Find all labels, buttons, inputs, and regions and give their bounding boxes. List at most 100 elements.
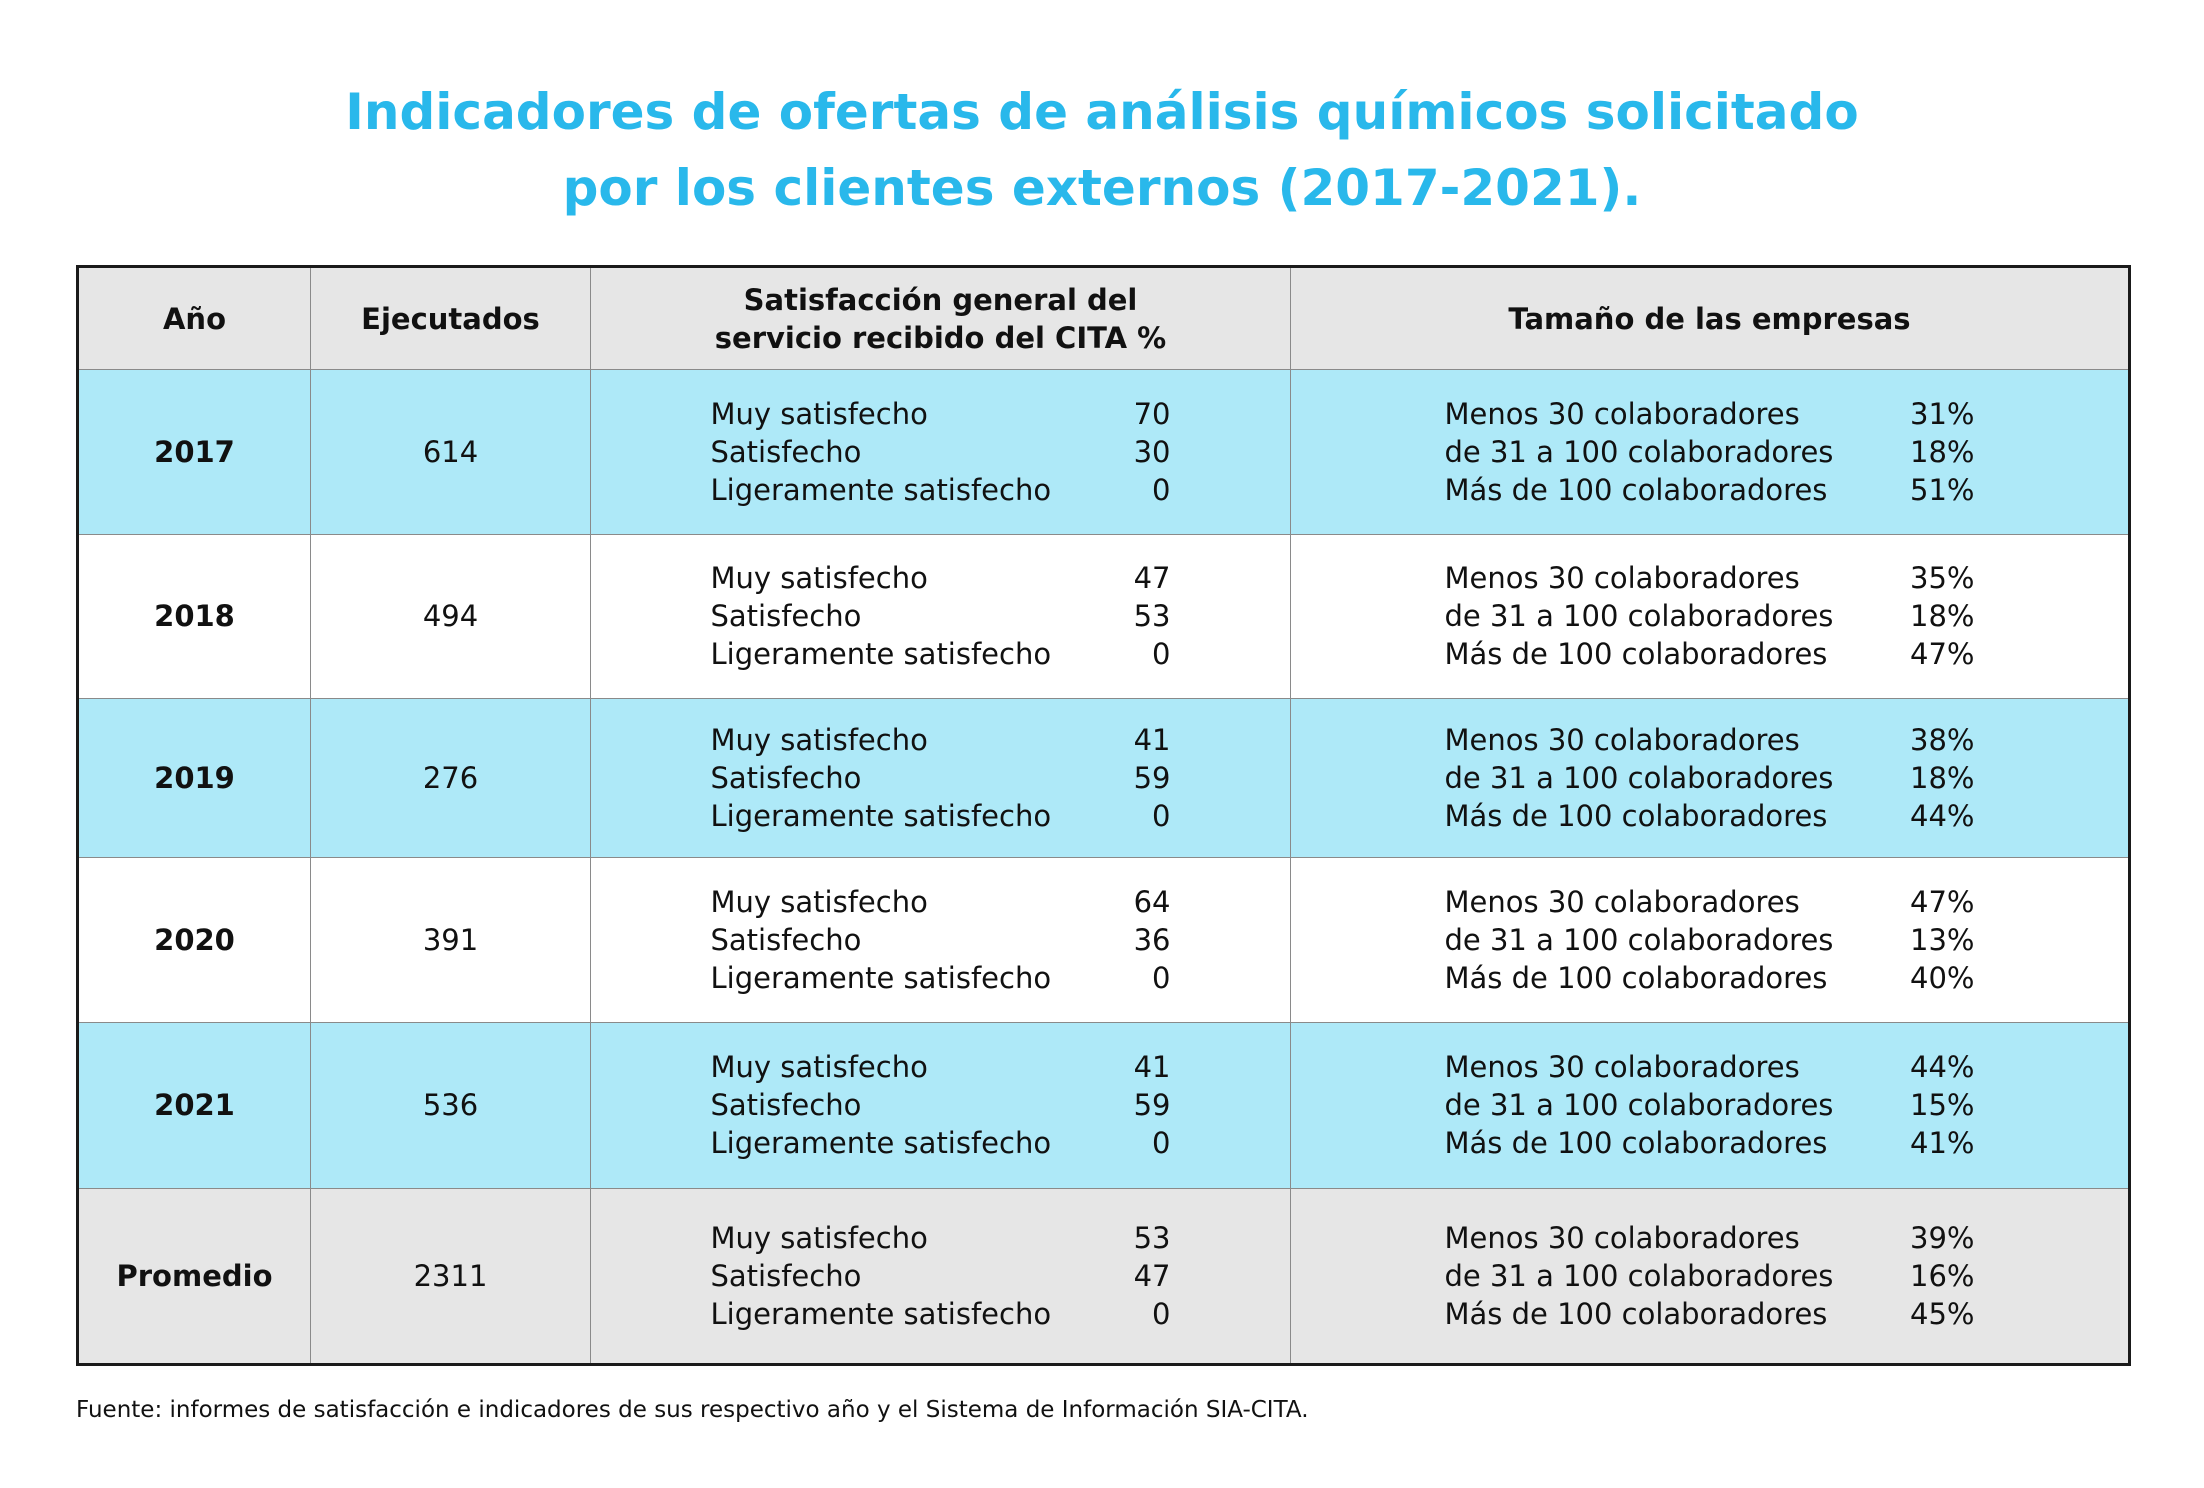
value-muy-satisfecho: 41 xyxy=(1133,1050,1171,1085)
header-satisfaccion-line-2: servicio recibido del CITA % xyxy=(714,320,1167,355)
indicators-table: Año Ejecutados Satisfacción general del … xyxy=(76,265,2131,1366)
value-ligeramente-satisfecho: 0 xyxy=(1152,960,1171,995)
value-menos-30: 47% xyxy=(1910,884,1975,919)
value-ligeramente-satisfecho: 0 xyxy=(1152,472,1171,507)
value-mas-100: 41% xyxy=(1910,1126,1975,1161)
table-body: 2017 614 Muy satisfecho 70 Satisfecho 30 Liger… xyxy=(77,369,2130,1365)
source-note: Fuente: informes de satisfacción e indic… xyxy=(76,1397,1309,1423)
value-31-a-100: 18% xyxy=(1910,761,1975,796)
chart-title-line-2: por los clientes externos (2017-2021). xyxy=(562,159,1642,217)
value-ligeramente-satisfecho: 0 xyxy=(1152,1297,1171,1332)
chart-title: Indicadores de ofertas de análisis quími… xyxy=(0,74,2204,226)
label-31-a-100: de 31 a 100 colaboradores xyxy=(1444,761,1834,796)
header-row: Año Ejecutados Satisfacción general del … xyxy=(77,266,2130,370)
label-muy-satisfecho: Muy satisfecho xyxy=(710,1221,928,1256)
label-mas-100: Más de 100 colaboradores xyxy=(1444,1297,1828,1332)
label-31-a-100: de 31 a 100 colaboradores xyxy=(1444,922,1834,957)
tamano-breakdown: Menos 30 colaboradores 39% de 31 a 100 col… xyxy=(1445,1219,1975,1333)
label-mas-100: Más de 100 colaboradores xyxy=(1444,799,1828,834)
value-31-a-100: 18% xyxy=(1910,434,1975,469)
table-row: 2019 276 Muy satisfecho 41 Satisfecho 59 Liger… xyxy=(77,698,2130,858)
label-muy-satisfecho: Muy satisfecho xyxy=(710,396,928,431)
cell-tamano: Menos 30 colaboradores 39% de 31 a 100 col… xyxy=(1290,1188,2130,1365)
cell-anio: Promedio xyxy=(77,1188,311,1365)
label-muy-satisfecho: Muy satisfecho xyxy=(710,723,928,758)
value-satisfecho: 53 xyxy=(1133,599,1171,634)
label-ligeramente-satisfecho: Ligeramente satisfecho xyxy=(710,637,1052,672)
label-ligeramente-satisfecho: Ligeramente satisfecho xyxy=(710,1126,1052,1161)
value-31-a-100: 13% xyxy=(1910,922,1975,957)
value-31-a-100: 15% xyxy=(1910,1088,1975,1123)
cell-anio: 2021 xyxy=(77,1021,311,1190)
label-satisfecho: Satisfecho xyxy=(710,922,862,957)
label-satisfecho: Satisfecho xyxy=(710,761,862,796)
label-satisfecho: Satisfecho xyxy=(710,434,862,469)
value-menos-30: 44% xyxy=(1910,1050,1975,1085)
value-satisfecho: 36 xyxy=(1133,922,1171,957)
satisfaccion-breakdown: Muy satisfecho 41 Satisfecho 59 Ligeramente … xyxy=(711,721,1171,835)
cell-tamano: Menos 30 colaboradores 47% de 31 a 100 col… xyxy=(1290,856,2130,1023)
header-ejecutados: Ejecutados xyxy=(310,266,591,370)
satisfaccion-breakdown: Muy satisfecho 64 Satisfecho 36 Ligeramente … xyxy=(711,883,1171,997)
cell-ejecutados: 2311 xyxy=(310,1188,591,1365)
cell-ejecutados: 536 xyxy=(310,1021,591,1190)
label-muy-satisfecho: Muy satisfecho xyxy=(710,1050,928,1085)
value-mas-100: 47% xyxy=(1910,637,1975,672)
label-menos-30: Menos 30 colaboradores xyxy=(1444,561,1800,596)
label-31-a-100: de 31 a 100 colaboradores xyxy=(1444,434,1834,469)
value-muy-satisfecho: 47 xyxy=(1133,561,1171,596)
value-menos-30: 38% xyxy=(1910,723,1975,758)
header-tamano: Tamaño de las empresas xyxy=(1290,266,2130,370)
cell-ejecutados: 494 xyxy=(310,533,591,700)
label-mas-100: Más de 100 colaboradores xyxy=(1444,1126,1828,1161)
cell-tamano: Menos 30 colaboradores 31% de 31 a 100 col… xyxy=(1290,369,2130,535)
label-menos-30: Menos 30 colaboradores xyxy=(1444,1221,1800,1256)
value-muy-satisfecho: 64 xyxy=(1133,884,1171,919)
value-menos-30: 39% xyxy=(1910,1221,1975,1256)
cell-tamano: Menos 30 colaboradores 38% de 31 a 100 col… xyxy=(1290,698,2130,858)
value-ligeramente-satisfecho: 0 xyxy=(1152,637,1171,672)
table-row: 2020 391 Muy satisfecho 64 Satisfecho 36 Liger… xyxy=(77,856,2130,1023)
table-row: 2017 614 Muy satisfecho 70 Satisfecho 30 Liger… xyxy=(77,369,2130,535)
tamano-breakdown: Menos 30 colaboradores 38% de 31 a 100 col… xyxy=(1445,721,1975,835)
value-mas-100: 51% xyxy=(1910,472,1975,507)
table-row: 2021 536 Muy satisfecho 41 Satisfecho 59 Liger… xyxy=(77,1021,2130,1190)
label-satisfecho: Satisfecho xyxy=(710,1088,862,1123)
tamano-breakdown: Menos 30 colaboradores 47% de 31 a 100 col… xyxy=(1445,883,1975,997)
label-31-a-100: de 31 a 100 colaboradores xyxy=(1444,599,1834,634)
label-31-a-100: de 31 a 100 colaboradores xyxy=(1444,1259,1834,1294)
value-mas-100: 40% xyxy=(1910,960,1975,995)
label-menos-30: Menos 30 colaboradores xyxy=(1444,884,1800,919)
cell-tamano: Menos 30 colaboradores 44% de 31 a 100 col… xyxy=(1290,1021,2130,1190)
label-mas-100: Más de 100 colaboradores xyxy=(1444,637,1828,672)
label-muy-satisfecho: Muy satisfecho xyxy=(710,884,928,919)
value-menos-30: 31% xyxy=(1910,396,1975,431)
value-satisfecho: 30 xyxy=(1133,434,1171,469)
cell-satisfaccion: Muy satisfecho 41 Satisfecho 59 Ligeramente … xyxy=(590,698,1291,858)
cell-satisfaccion: Muy satisfecho 47 Satisfecho 53 Ligeramente … xyxy=(590,533,1291,700)
label-muy-satisfecho: Muy satisfecho xyxy=(710,561,928,596)
chart-title-line-1: Indicadores de ofertas de análisis quími… xyxy=(345,83,1859,141)
cell-anio: 2018 xyxy=(77,533,311,700)
satisfaccion-breakdown: Muy satisfecho 70 Satisfecho 30 Ligeramente … xyxy=(711,395,1171,509)
value-muy-satisfecho: 53 xyxy=(1133,1221,1171,1256)
label-ligeramente-satisfecho: Ligeramente satisfecho xyxy=(710,960,1052,995)
cell-satisfaccion: Muy satisfecho 64 Satisfecho 36 Ligeramente … xyxy=(590,856,1291,1023)
cell-satisfaccion: Muy satisfecho 70 Satisfecho 30 Ligeramente … xyxy=(590,369,1291,535)
value-muy-satisfecho: 41 xyxy=(1133,723,1171,758)
tamano-breakdown: Menos 30 colaboradores 31% de 31 a 100 col… xyxy=(1445,395,1975,509)
value-muy-satisfecho: 70 xyxy=(1133,396,1171,431)
cell-ejecutados: 391 xyxy=(310,856,591,1023)
label-menos-30: Menos 30 colaboradores xyxy=(1444,396,1800,431)
cell-anio: 2020 xyxy=(77,856,311,1023)
label-menos-30: Menos 30 colaboradores xyxy=(1444,723,1800,758)
value-satisfecho: 59 xyxy=(1133,761,1171,796)
label-satisfecho: Satisfecho xyxy=(710,1259,862,1294)
value-menos-30: 35% xyxy=(1910,561,1975,596)
cell-satisfaccion: Muy satisfecho 53 Satisfecho 47 Ligeramente … xyxy=(590,1188,1291,1365)
satisfaccion-breakdown: Muy satisfecho 53 Satisfecho 47 Ligeramente … xyxy=(711,1219,1171,1333)
value-satisfecho: 59 xyxy=(1133,1088,1171,1123)
cell-ejecutados: 614 xyxy=(310,369,591,535)
label-ligeramente-satisfecho: Ligeramente satisfecho xyxy=(710,799,1052,834)
value-31-a-100: 16% xyxy=(1910,1259,1975,1294)
